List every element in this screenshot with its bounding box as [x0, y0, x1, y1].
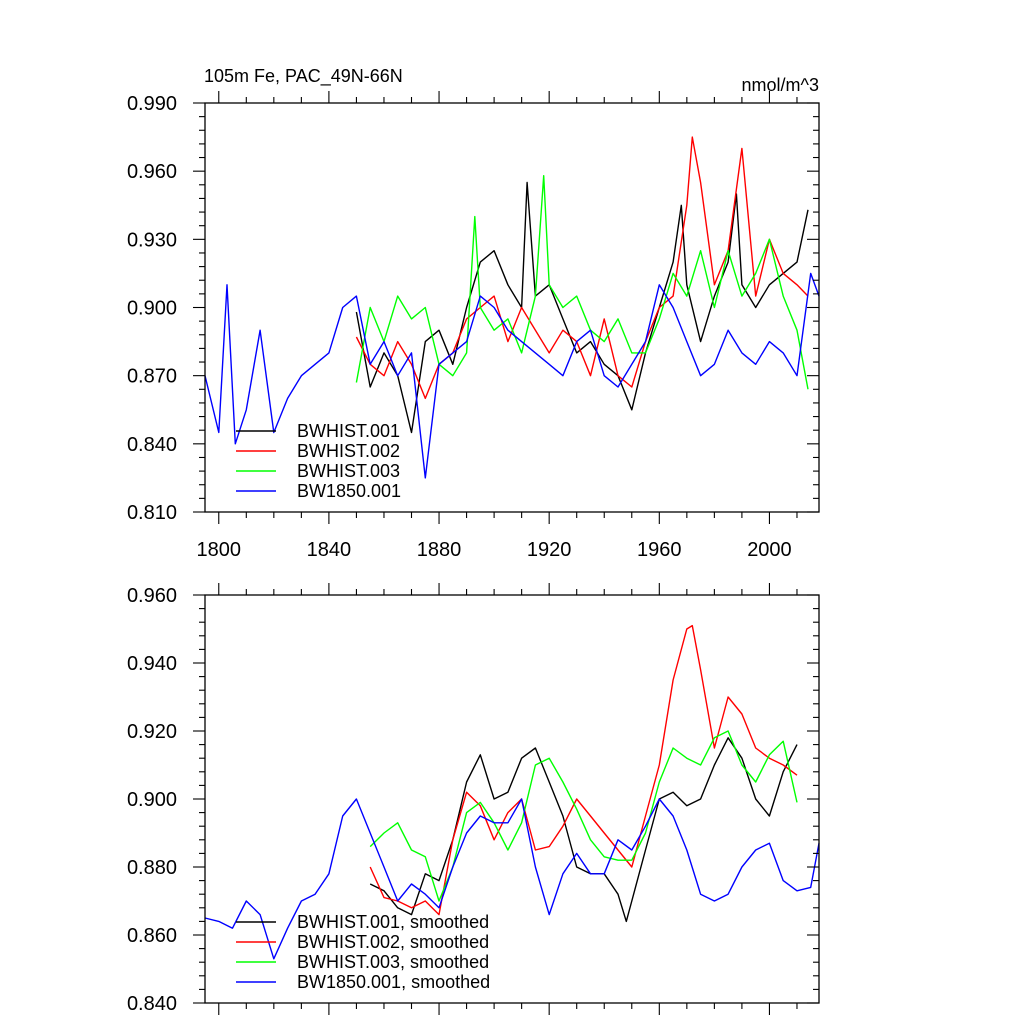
- chart-title: 105m Fe, PAC_49N-66N: [204, 66, 403, 87]
- y-tick-label: 0.810: [127, 502, 177, 524]
- x-tick-label: 1800: [197, 539, 242, 561]
- legend-label: BWHIST.002, smoothed: [297, 932, 489, 952]
- legend-label: BWHIST.001: [297, 421, 400, 441]
- units-label: nmol/m^3: [742, 75, 819, 95]
- y-tick-label: 0.880: [127, 857, 177, 879]
- series-line-0: [369, 737, 798, 923]
- series-line-1: [355, 136, 809, 400]
- x-tick-label: 1840: [307, 539, 352, 561]
- x-tick-label: 1920: [527, 539, 572, 561]
- series-line-3: [204, 272, 820, 479]
- y-tick-label: 0.840: [127, 434, 177, 456]
- y-tick-label: 0.960: [127, 161, 177, 183]
- y-tick-label: 0.920: [127, 721, 177, 743]
- legend-label: BW1850.001: [297, 481, 401, 501]
- x-tick-label: 2000: [747, 539, 792, 561]
- y-tick-label: 0.900: [127, 789, 177, 811]
- top-panel: 1800 1840 1880 1920 1960 2000 0.810 0.840 0.870 0…: [127, 91, 820, 561]
- y-tick-label: 0.900: [127, 298, 177, 320]
- y-tick-label: 0.930: [127, 229, 177, 251]
- y-tick-label: 0.870: [127, 366, 177, 388]
- y-tick-label: 0.960: [127, 585, 177, 607]
- series-line-2: [355, 175, 809, 390]
- x-tick-label: 1880: [417, 539, 462, 561]
- y-tick-label: 0.990: [127, 93, 177, 115]
- series-line-2: [369, 730, 798, 902]
- legend-label: BWHIST.001, smoothed: [297, 912, 489, 932]
- y-tick-label: 0.940: [127, 653, 177, 675]
- series-line-3: [204, 798, 820, 960]
- legend-label: BWHIST.002: [297, 441, 400, 461]
- x-tick-label: 1960: [637, 539, 682, 561]
- legend-label: BW1850.001, smoothed: [297, 972, 490, 992]
- legend-label: BWHIST.003, smoothed: [297, 952, 489, 972]
- bottom-panel: 0.840 0.860 0.880 0.900 0.920 0.940 0.960 BWHIS…: [127, 583, 820, 1015]
- legend-label: BWHIST.003: [297, 461, 400, 481]
- y-tick-label: 0.840: [127, 993, 177, 1015]
- series-line-1: [369, 624, 798, 916]
- y-tick-label: 0.860: [127, 925, 177, 947]
